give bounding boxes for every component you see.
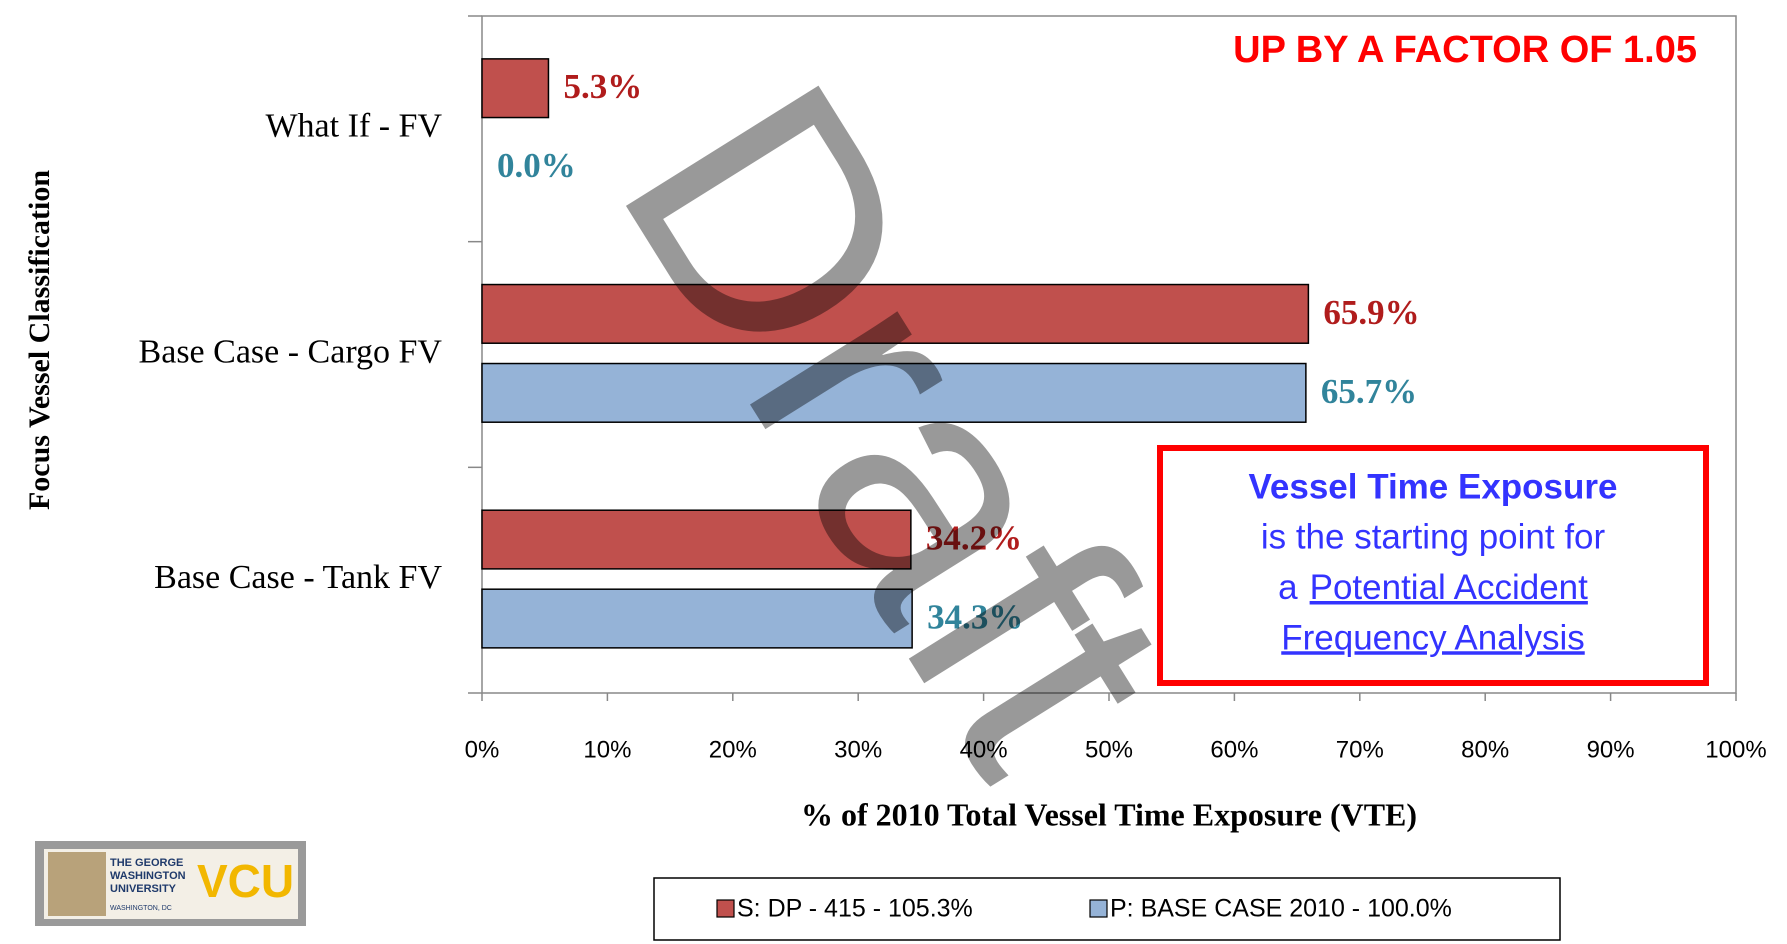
logo-text: WASHINGTON	[110, 870, 186, 882]
callout-link: Frequency Analysis	[1281, 618, 1584, 657]
x-tick-label: 70%	[1336, 736, 1384, 763]
x-tick-label: 0%	[465, 736, 500, 763]
logo-text: THE GEORGE	[110, 857, 183, 869]
bar	[481, 509, 912, 570]
y-tick-label: Base Case - Tank FV	[154, 559, 442, 596]
x-tick-label: 50%	[1085, 736, 1133, 763]
x-tick-label: 100%	[1705, 736, 1766, 763]
annotation: UP BY A FACTOR OF 1.05	[1233, 29, 1697, 71]
bar	[481, 283, 1310, 344]
x-tick-label: 80%	[1461, 736, 1509, 763]
x-tick-label: 30%	[834, 736, 882, 763]
bar	[481, 58, 550, 119]
callout-frame	[1157, 445, 1709, 686]
x-tick-label: 20%	[709, 736, 757, 763]
y-axis-title: Focus Vessel Classification	[23, 170, 56, 510]
x-tick-label: 40%	[960, 736, 1008, 763]
logo-text: UNIVERSITY	[110, 883, 177, 895]
x-axis-title: % of 2010 Total Vessel Time Exposure (VT…	[801, 796, 1417, 832]
callout-text: a Potential Accident	[1278, 568, 1588, 607]
value-label: 65.7%	[1321, 372, 1417, 411]
callout-heading: Vessel Time Exposure	[1248, 467, 1617, 506]
callout: Vessel Time Exposure is the starting poi…	[1157, 445, 1709, 686]
callout-text: is the starting point for	[1261, 517, 1606, 556]
legend-swatch	[1089, 899, 1108, 918]
x-tick-label: 90%	[1587, 736, 1635, 763]
y-tick-label: What If - FV	[265, 108, 442, 145]
logo-text: WASHINGTON, DC	[110, 905, 172, 912]
value-label: 65.9%	[1323, 293, 1419, 332]
legend-label: S: DP - 415 - 105.3%	[737, 895, 973, 923]
value-label: 5.3%	[563, 67, 642, 106]
legend-label: P: BASE CASE 2010 - 100.0%	[1110, 895, 1452, 923]
value-label: 0.0%	[497, 146, 576, 185]
bar	[481, 588, 913, 649]
logo: THE GEORGE WASHINGTON UNIVERSITY WASHING…	[35, 841, 306, 926]
x-tick-label: 10%	[583, 736, 631, 763]
callout-link: Potential Accident	[1310, 568, 1589, 607]
y-tick-label: Base Case - Cargo FV	[139, 333, 443, 370]
callout-prefix: a	[1278, 568, 1298, 607]
x-tick-label: 60%	[1210, 736, 1258, 763]
bar	[481, 362, 1307, 423]
logo-vcu: VCU	[197, 855, 294, 907]
logo-portrait	[48, 852, 106, 916]
value-label: 34.3%	[927, 598, 1023, 637]
legend-swatch	[716, 899, 735, 918]
value-label: 34.2%	[926, 519, 1022, 558]
